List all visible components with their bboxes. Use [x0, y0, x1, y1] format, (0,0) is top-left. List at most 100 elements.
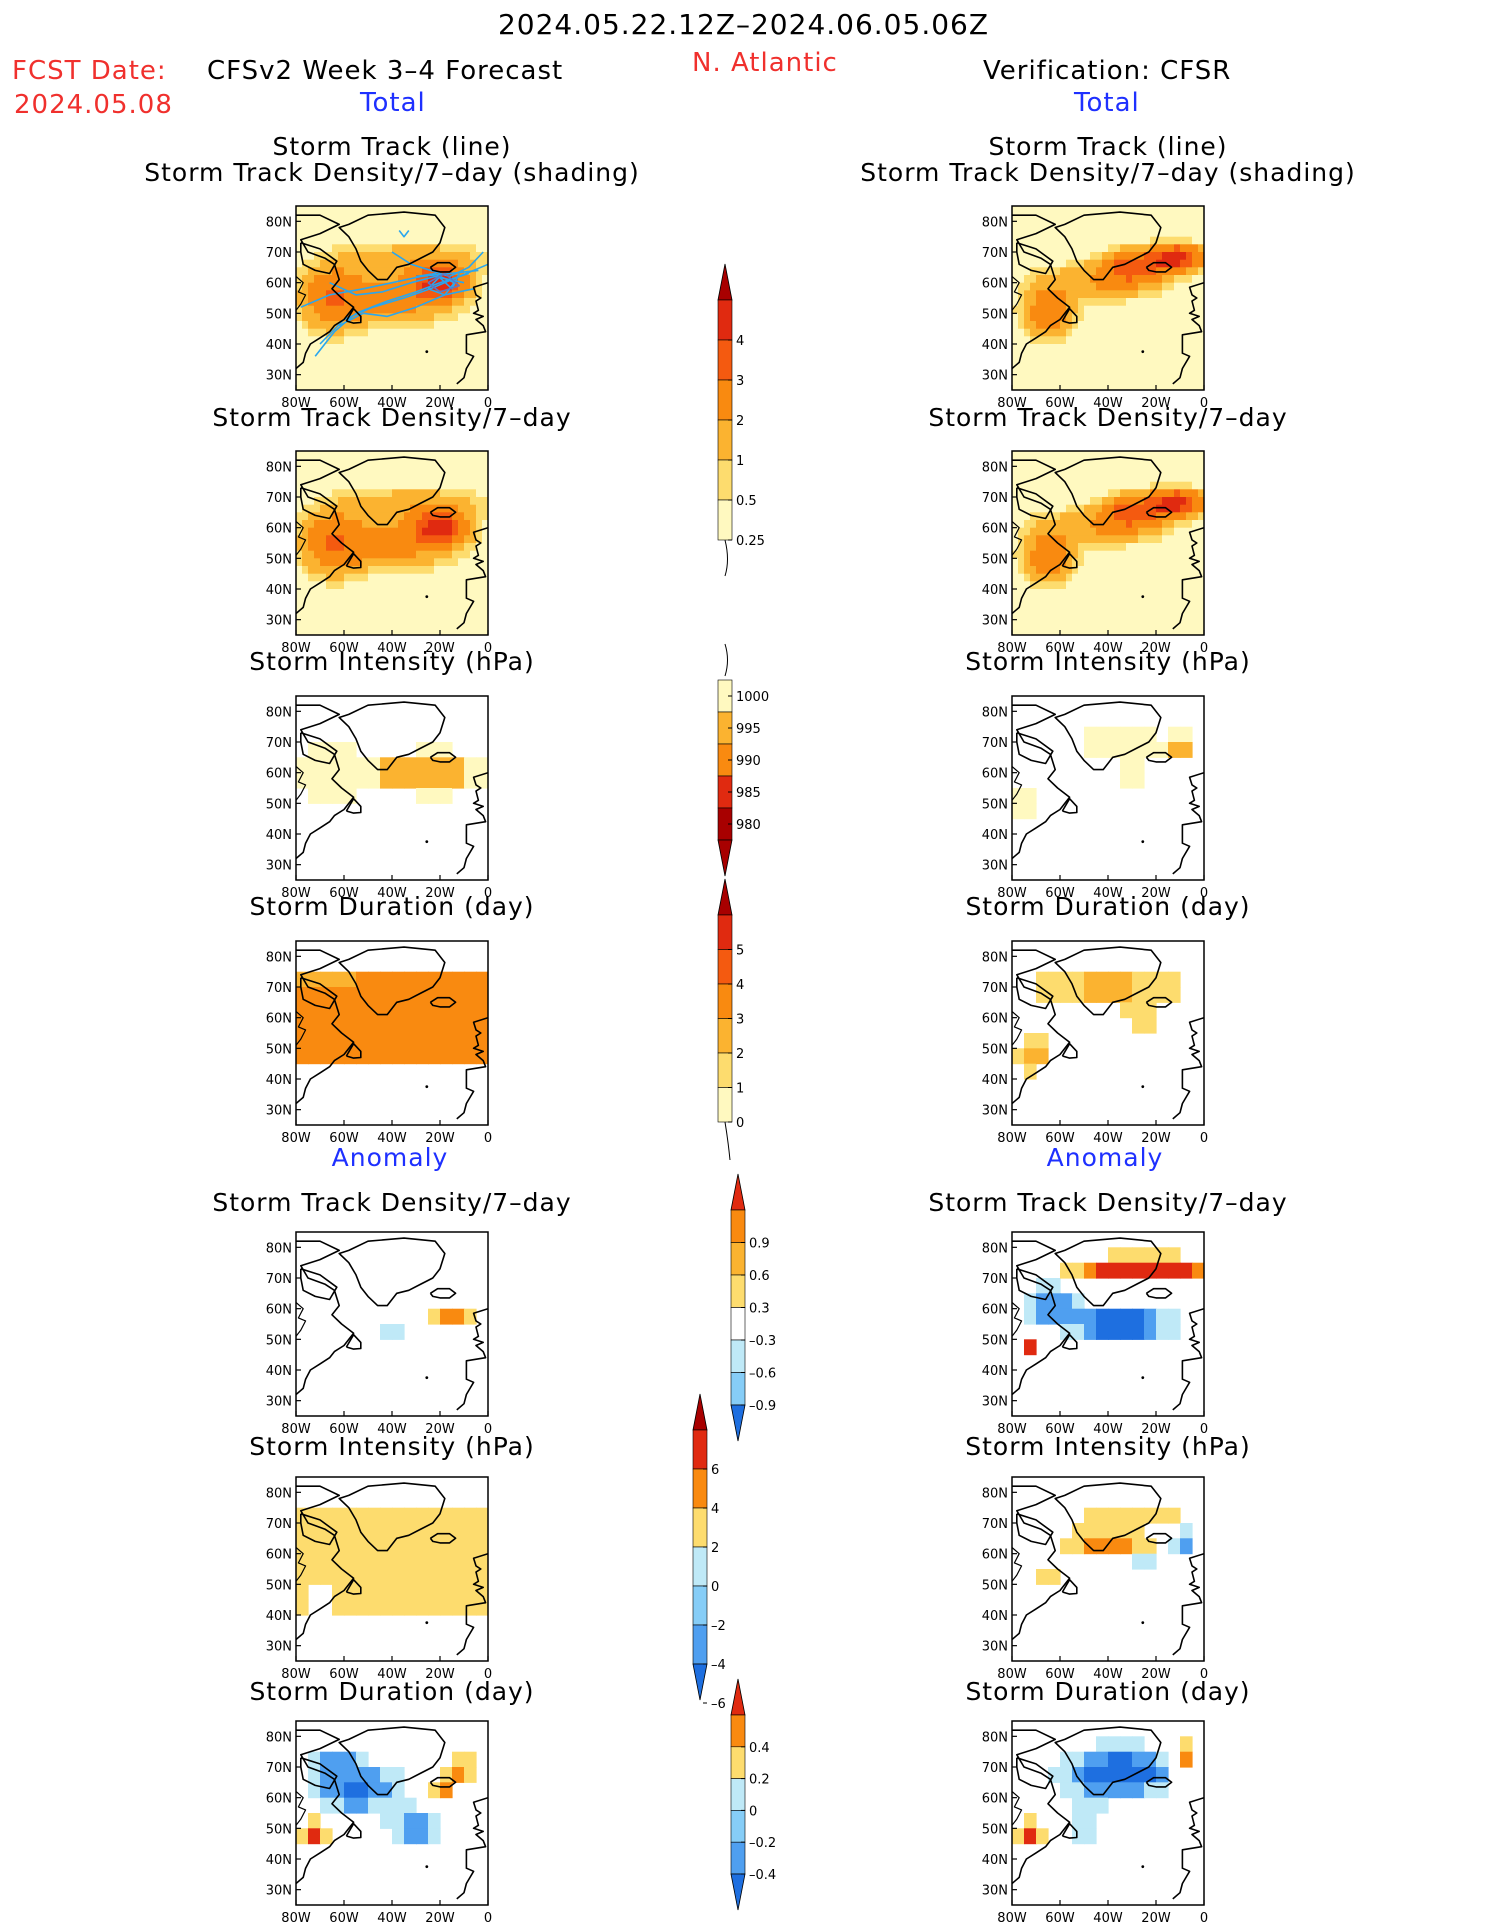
field-cell — [392, 1813, 405, 1829]
field-cell — [296, 236, 303, 245]
field-cell — [320, 1828, 333, 1845]
field-cell — [380, 535, 387, 544]
field-cell — [464, 987, 477, 1003]
field-cell — [392, 236, 399, 245]
field-cell — [1072, 512, 1079, 521]
field-cell — [1168, 213, 1175, 222]
field-cell — [1108, 298, 1115, 307]
field-cell — [1012, 290, 1019, 299]
field-cell — [434, 213, 441, 222]
coastline — [1054, 1482, 1162, 1552]
field-cell — [1090, 612, 1097, 621]
field-cell — [392, 221, 399, 230]
field-cell — [1072, 244, 1079, 253]
field-cell — [1078, 259, 1085, 268]
field-cell — [1066, 550, 1073, 559]
azores-dot — [425, 350, 429, 354]
field-cell — [1198, 627, 1204, 635]
coastline — [296, 214, 355, 370]
field-cell — [1036, 229, 1043, 238]
field-cell — [1072, 382, 1079, 390]
field-cell — [1042, 489, 1049, 498]
field-cell — [314, 520, 321, 529]
field-cell — [1198, 221, 1204, 230]
field-cell — [1012, 581, 1019, 590]
field-cell — [1072, 321, 1079, 330]
field-cell — [392, 619, 399, 628]
field-cell — [1180, 627, 1187, 635]
field-cell — [1054, 275, 1061, 284]
field-cell — [362, 252, 369, 261]
field-cell — [338, 527, 345, 536]
field-cell — [404, 1553, 417, 1570]
field-cell — [1012, 589, 1019, 598]
field-cell — [344, 1048, 357, 1065]
field-cell — [1048, 298, 1055, 307]
colorbar-label: 995 — [736, 722, 761, 737]
field-cell — [332, 481, 339, 490]
field-cell — [1084, 351, 1091, 360]
field-cell — [302, 374, 309, 383]
field-cell — [338, 619, 345, 628]
field-cell — [332, 344, 339, 353]
field-cell — [392, 550, 399, 559]
field-cell — [374, 627, 381, 635]
field-cell — [1024, 1828, 1037, 1845]
field-cell — [1150, 213, 1157, 222]
field-cell — [1120, 481, 1127, 490]
field-cell — [416, 527, 423, 536]
field-cell — [1174, 267, 1181, 276]
field-cell — [470, 596, 477, 605]
field-cell — [1084, 619, 1091, 628]
field-cell — [1024, 374, 1031, 383]
field-cell — [1150, 497, 1157, 506]
field-cell — [368, 313, 375, 322]
field-cell — [470, 535, 477, 544]
field-cell — [344, 558, 351, 567]
field-cell — [476, 512, 483, 521]
field-cell — [1120, 1247, 1133, 1264]
field-cell — [1120, 971, 1133, 988]
field-cell — [344, 359, 351, 368]
field-cell — [1144, 1782, 1157, 1799]
field-cell — [344, 504, 351, 513]
field-cell — [356, 236, 363, 245]
field-cell — [1060, 313, 1067, 322]
field-cell — [296, 535, 303, 544]
field-cell — [1162, 466, 1169, 475]
field-cell — [482, 573, 488, 582]
field-cell — [350, 267, 357, 276]
field-cell — [1156, 589, 1163, 598]
field-cell — [1096, 520, 1103, 529]
field-cell — [1138, 627, 1145, 635]
field-cell — [296, 474, 303, 483]
field-cell — [374, 481, 381, 490]
field-cell — [380, 374, 387, 383]
field-cell — [386, 612, 393, 621]
field-cell — [362, 550, 369, 559]
field-cell — [470, 481, 477, 490]
field-cell — [1096, 282, 1103, 291]
field-cell — [314, 267, 321, 276]
field-cell — [296, 589, 303, 598]
field-cell — [1174, 550, 1181, 559]
field-cell — [386, 374, 393, 383]
field-cell — [1048, 213, 1055, 222]
field-cell — [1132, 206, 1139, 215]
field-cell — [410, 313, 417, 322]
field-cell — [1120, 1523, 1133, 1539]
field-cell — [428, 527, 435, 536]
field-cell — [1096, 252, 1103, 261]
field-cell — [302, 527, 309, 536]
colorbar-segment — [717, 914, 733, 950]
azores-dot — [425, 1376, 429, 1380]
field-cell — [1060, 267, 1067, 276]
field-cell — [392, 1538, 405, 1555]
field-cell — [416, 971, 429, 988]
coastline — [296, 1547, 307, 1582]
field-cell — [428, 520, 435, 529]
colorbar-label: 4 — [736, 334, 744, 349]
field-cell — [410, 589, 417, 598]
field-cell — [482, 359, 488, 368]
